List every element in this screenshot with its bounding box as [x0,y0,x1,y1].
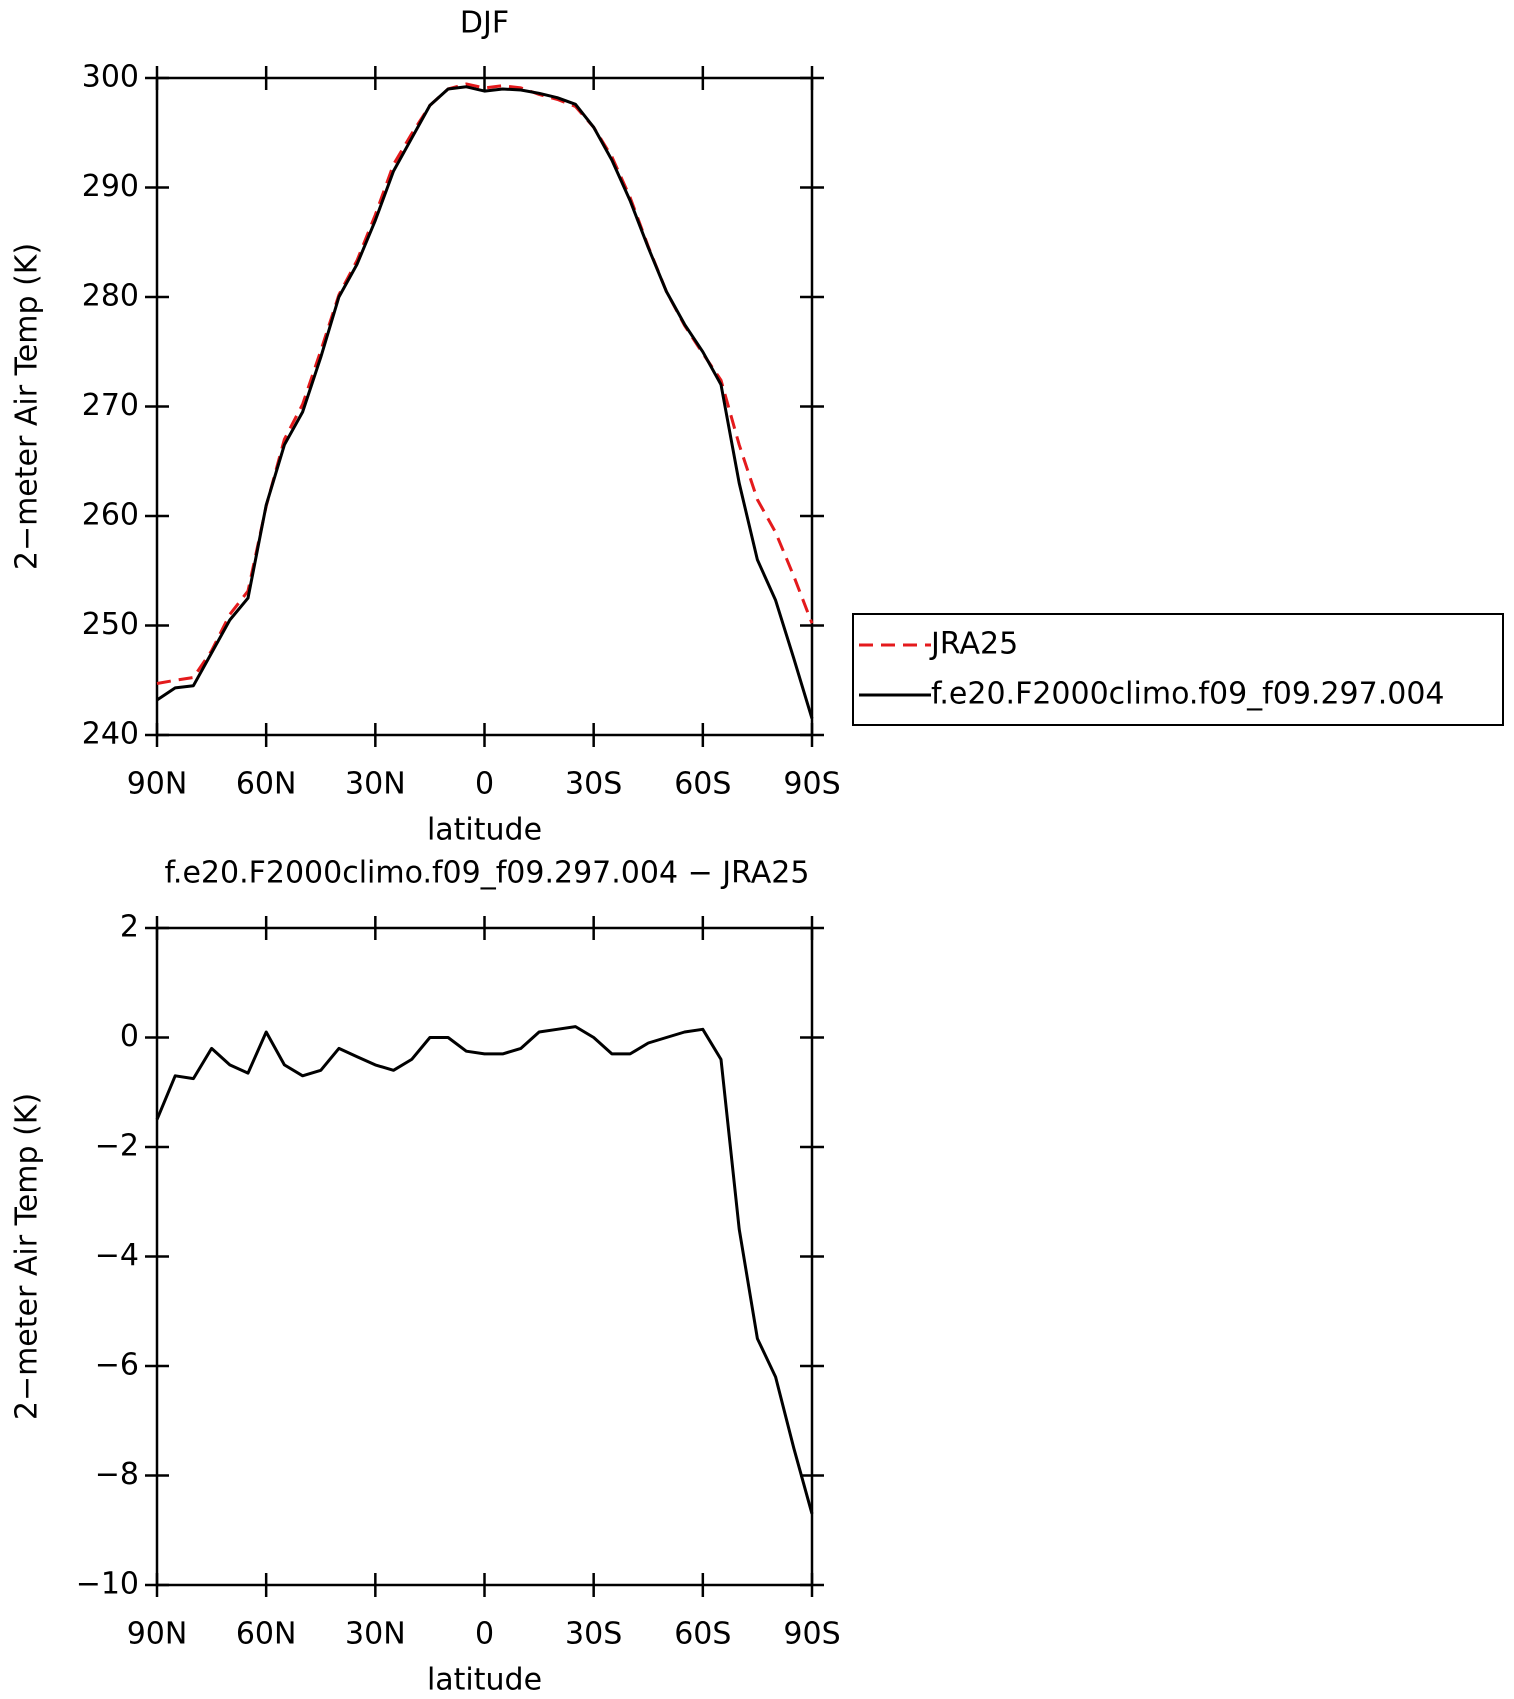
x-axis-label: latitude [427,813,542,848]
x-tick-label: 30N [345,767,406,802]
x-tick-label: 60S [674,1617,731,1652]
y-tick-label: 250 [82,607,139,642]
x-axis-label: latitude [427,1663,542,1698]
legend-label: f.e20.F2000climo.f09_f09.297.004 [931,677,1445,712]
y-tick-label: −4 [95,1238,139,1273]
series-line [156,85,814,720]
series-line [156,82,814,685]
x-tick-label: 30S [565,767,622,802]
series-line [155,1025,814,1515]
y-tick-label: −10 [76,1567,139,1602]
y-tick-label: 270 [82,388,139,423]
x-tick-label: 90S [783,767,840,802]
legend-label: JRA25 [929,627,1018,662]
plot-frame [155,76,814,737]
y-tick-label: −6 [95,1348,139,1383]
y-tick-label: 240 [82,717,139,752]
y-tick-label: −2 [95,1129,139,1164]
y-tick-label: −8 [95,1457,139,1492]
y-axis-label: 2−meter Air Temp (K) [10,243,45,570]
x-tick-label: 60S [674,767,731,802]
y-tick-label: 2 [120,910,139,945]
x-tick-label: 90N [127,767,188,802]
x-tick-label: 0 [475,767,494,802]
x-tick-label: 0 [475,1617,494,1652]
x-tick-label: 30S [565,1617,622,1652]
x-tick-label: 60N [236,1617,297,1652]
x-tick-label: 60N [236,767,297,802]
y-axis-label: 2−meter Air Temp (K) [10,1093,45,1420]
x-tick-label: 90S [783,1617,840,1652]
legend-box [852,613,1504,726]
y-tick-label: 300 [82,60,139,95]
y-tick-label: 260 [82,498,139,533]
x-tick-label: 90N [127,1617,188,1652]
y-tick-label: 0 [120,1019,139,1054]
chart-title: f.e20.F2000climo.f09_f09.297.004 − JRA25 [165,856,810,891]
y-tick-label: 290 [82,169,139,204]
chart-title: DJF [460,6,509,41]
plot-frame [155,926,814,1587]
y-tick-label: 280 [82,279,139,314]
x-tick-label: 30N [345,1617,406,1652]
